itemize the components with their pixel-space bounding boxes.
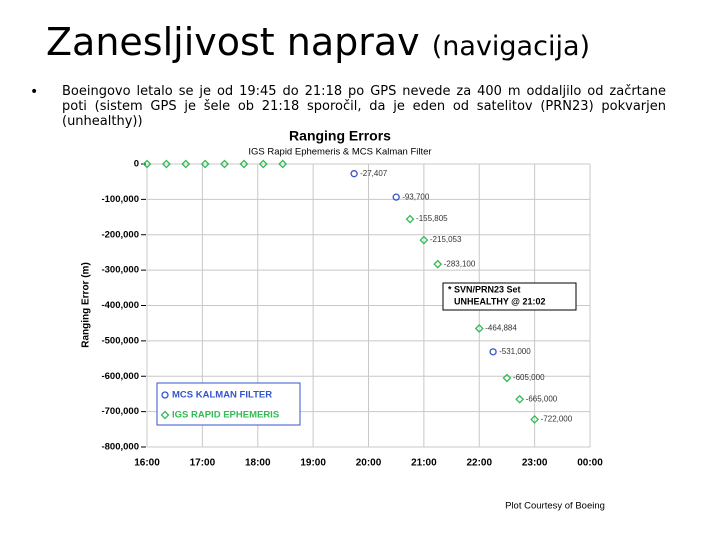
data-label: -93,700 <box>402 192 430 201</box>
legend-label: IGS RAPID EPHEMERIS <box>172 410 279 421</box>
data-label: -215,053 <box>430 235 462 244</box>
bullet-marker: • <box>30 84 39 100</box>
y-tick-label: -700,000 <box>101 406 139 417</box>
point <box>515 394 525 404</box>
point <box>278 159 288 169</box>
data-label: -605,000 <box>513 373 545 382</box>
y-tick-label: -400,000 <box>101 300 139 311</box>
data-label: -283,100 <box>444 259 476 268</box>
y-tick-label: -800,000 <box>101 442 139 453</box>
legend-label: MCS KALMAN FILTER <box>172 390 272 401</box>
data-label: -665,000 <box>526 394 558 403</box>
point <box>200 159 210 169</box>
x-tick-label: 22:00 <box>466 458 492 469</box>
point <box>474 324 484 333</box>
point <box>530 414 540 424</box>
point <box>258 159 268 169</box>
y-tick-label: -500,000 <box>101 335 139 346</box>
point <box>489 348 497 356</box>
point <box>239 159 249 169</box>
chart-title: Ranging Errors <box>289 128 391 144</box>
data-label: -722,000 <box>541 415 573 424</box>
point <box>161 391 169 399</box>
data-label: -155,805 <box>416 214 448 223</box>
x-tick-label: 17:00 <box>190 458 216 469</box>
annotation-box <box>442 282 577 311</box>
point <box>405 214 415 224</box>
x-tick-label: 21:00 <box>411 458 437 469</box>
slide-title-wrap: Zanesljivost naprav (navigacija) <box>46 20 590 64</box>
annotation: UNHEALTHY @ 21:02 <box>454 296 545 306</box>
legend-box <box>156 382 301 426</box>
point <box>502 373 512 383</box>
point <box>181 159 191 169</box>
annotation: * SVN/PRN23 Set <box>448 284 521 294</box>
credit: Plot Courtesy of Boeing <box>505 501 605 512</box>
y-axis-label: Ranging Error (m) <box>81 262 92 348</box>
slide-title: Zanesljivost naprav <box>46 20 420 64</box>
point <box>160 410 170 420</box>
chart-subtitle: IGS Rapid Ephemeris & MCS Kalman Filter <box>248 147 431 158</box>
bullet-text: Boeingovo letalo se je od 19:45 do 21:18… <box>62 84 666 129</box>
y-tick-label: 0 <box>134 159 139 170</box>
point <box>350 170 358 178</box>
y-tick-label: -100,000 <box>101 194 139 205</box>
y-tick-label: -600,000 <box>101 371 139 382</box>
x-tick-label: 16:00 <box>134 458 160 469</box>
x-tick-label: 20:00 <box>356 458 382 469</box>
point <box>433 259 443 269</box>
point <box>419 235 429 245</box>
point <box>142 159 152 169</box>
x-tick-label: 18:00 <box>245 458 271 469</box>
slide-title-note: (navigacija) <box>431 31 591 62</box>
point <box>392 193 400 201</box>
point <box>161 159 171 169</box>
data-label: -464,884 <box>485 324 517 333</box>
x-tick-label: 00:00 <box>577 458 603 469</box>
x-tick-label: 19:00 <box>300 458 326 469</box>
y-tick-label: -200,000 <box>101 229 139 240</box>
data-label: -531,000 <box>499 347 531 356</box>
data-label: -27,407 <box>360 169 388 178</box>
point <box>220 159 229 169</box>
y-tick-label: -300,000 <box>101 265 139 276</box>
x-tick-label: 23:00 <box>522 458 548 469</box>
